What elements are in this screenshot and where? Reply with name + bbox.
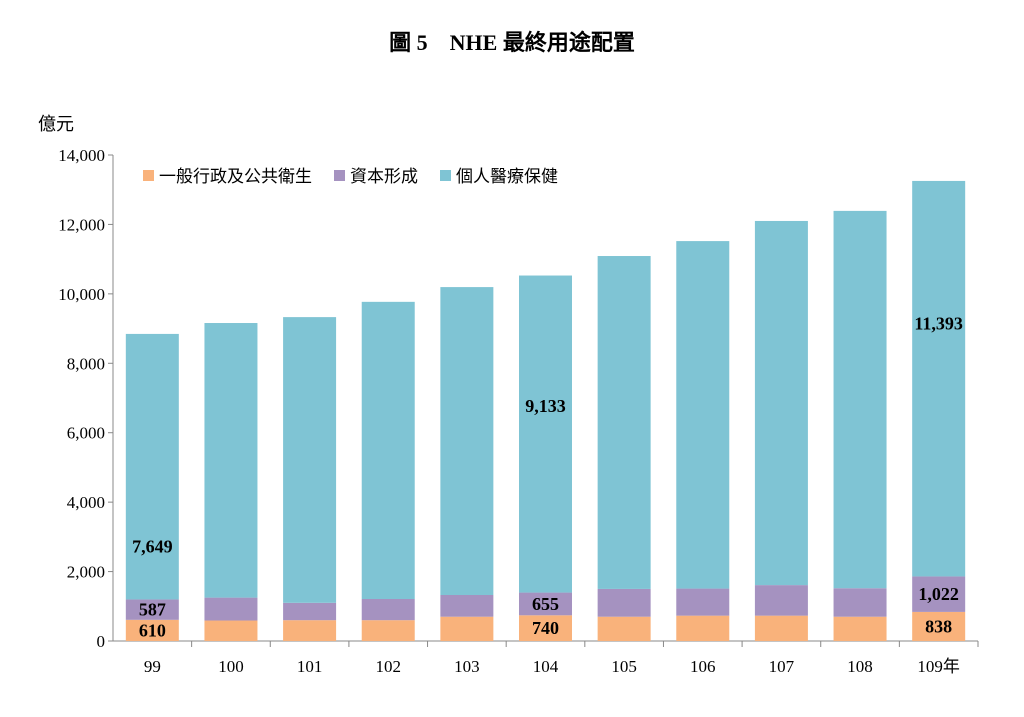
bar-segment bbox=[912, 576, 966, 612]
bar-segment bbox=[519, 592, 572, 616]
bar-segment bbox=[125, 333, 179, 600]
legend-label: 一般行政及公共衛生 bbox=[159, 167, 312, 186]
bar-segment bbox=[754, 220, 808, 586]
legend-label: 個人醫療保健 bbox=[456, 167, 558, 186]
bar-segment bbox=[676, 615, 730, 641]
y-tick-label: 6,000 bbox=[67, 424, 105, 443]
y-tick-label: 0 bbox=[97, 632, 106, 651]
data-label: 7,649 bbox=[132, 537, 173, 557]
bar-segment bbox=[597, 616, 651, 641]
y-tick-label: 8,000 bbox=[67, 354, 105, 373]
data-label: 587 bbox=[139, 600, 166, 620]
data-label: 610 bbox=[139, 620, 166, 640]
bar-segment bbox=[676, 241, 730, 589]
x-tick-label: 106 bbox=[690, 657, 716, 676]
bar-segment bbox=[912, 180, 966, 577]
bar-segment bbox=[283, 602, 337, 621]
x-tick-label: 103 bbox=[454, 657, 480, 676]
bar-segment bbox=[125, 599, 179, 620]
bar-segment bbox=[519, 615, 572, 641]
bar-segment bbox=[204, 620, 258, 641]
bar-segment bbox=[361, 301, 415, 599]
bar-segment bbox=[754, 615, 808, 641]
x-tick-label: 105 bbox=[611, 657, 637, 676]
data-label: 655 bbox=[532, 594, 559, 614]
bar-segment bbox=[361, 598, 415, 621]
bar-segment bbox=[912, 611, 966, 641]
bar-segment bbox=[440, 616, 494, 641]
bar-segment bbox=[833, 616, 887, 641]
bar-segment bbox=[597, 588, 651, 617]
legend-swatch bbox=[143, 170, 154, 181]
chart-title: 圖 5 NHE 最終用途配置 bbox=[389, 30, 635, 55]
bar-segment bbox=[361, 620, 415, 641]
bar-segment bbox=[597, 256, 651, 589]
y-tick-label: 12,000 bbox=[58, 215, 105, 234]
bar-segment bbox=[519, 275, 572, 593]
legend-swatch bbox=[334, 170, 345, 181]
bar-segment bbox=[754, 585, 808, 616]
y-tick-label: 14,000 bbox=[58, 146, 105, 165]
bar-segment bbox=[440, 595, 494, 617]
data-label: 9,133 bbox=[525, 396, 566, 416]
bar-segment bbox=[676, 588, 730, 616]
bar-segment bbox=[283, 620, 337, 641]
bar-segment bbox=[283, 317, 337, 603]
legend-swatch bbox=[440, 170, 451, 181]
bar-segment bbox=[833, 210, 887, 589]
x-tick-label: 102 bbox=[375, 657, 401, 676]
x-tick-label: 99 bbox=[144, 657, 161, 676]
data-label: 838 bbox=[925, 616, 952, 636]
x-tick-label: 101 bbox=[297, 657, 323, 676]
x-tick-label: 104 bbox=[533, 657, 559, 676]
x-tick-label: 108 bbox=[847, 657, 873, 676]
x-tick-label: 109年 bbox=[917, 657, 960, 676]
bar-segment bbox=[125, 619, 179, 641]
y-axis-label: 億元 bbox=[38, 114, 74, 134]
y-tick-label: 4,000 bbox=[67, 493, 105, 512]
x-tick-label: 100 bbox=[218, 657, 244, 676]
legend-label: 資本形成 bbox=[350, 167, 418, 186]
y-tick-label: 10,000 bbox=[58, 285, 105, 304]
bar-segment bbox=[833, 588, 887, 617]
bar-segment bbox=[204, 597, 258, 621]
x-tick-label: 107 bbox=[769, 657, 795, 676]
y-tick-label: 2,000 bbox=[67, 563, 105, 582]
data-label: 740 bbox=[532, 618, 559, 638]
bar-segment bbox=[440, 287, 494, 596]
bar-segment bbox=[204, 323, 258, 598]
data-label: 11,393 bbox=[914, 314, 963, 334]
data-label: 1,022 bbox=[918, 584, 959, 604]
